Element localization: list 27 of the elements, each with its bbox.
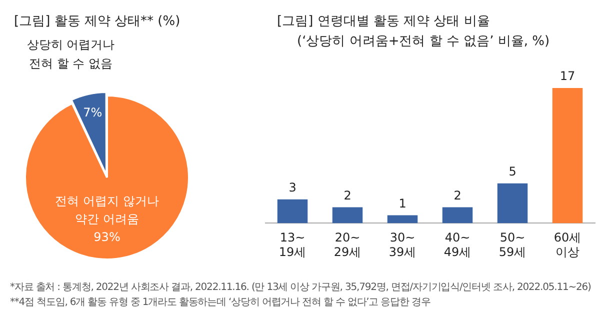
chart-title: [그림] 활동 제약 상태** (%) [14, 13, 180, 30]
x-tick-label: 60세 이상 [554, 230, 582, 259]
data-label: 5 [508, 164, 516, 179]
bar [442, 207, 473, 224]
slice-label: 전혀 어렵지 않거나 약간 어려움 [55, 194, 159, 226]
data-label: 3 [288, 180, 296, 194]
data-label: 2 [344, 188, 352, 202]
x-tick-label: 50~ 59세 [498, 230, 526, 259]
data-label: 17 [560, 69, 576, 84]
bar [332, 207, 363, 224]
data-label: 1 [398, 196, 406, 210]
slice-label: 상당히 어렵거나 전혀 할 수 없음 [26, 38, 115, 71]
data-label: 7% [83, 106, 102, 120]
data-label: 2 [454, 188, 462, 202]
x-tick-label: 40~ 49세 [444, 230, 472, 259]
bar [277, 199, 308, 224]
chart-title: [그림] 연령대별 활동 제약 상태 비율 [277, 13, 490, 30]
bar [497, 183, 528, 224]
x-tick-label: 30~ 39세 [388, 230, 416, 259]
text: *자료 출처 : 통계청, 2022년 사회조사 결과, 2022.11.16. (만 13세 이상 가구원, 35,792명, 면접/자기기입식/인터넷 조사, 2022.05.11~26) [10, 281, 591, 294]
x-tick-label: 20~ 29세 [334, 230, 362, 259]
bar [387, 215, 418, 224]
text: **4점 척도임, 6개 활동 유형 중 1개라도 활동하는데 ‘상당히 어렵거나 전혀 할 수 없다’고 응답한 경우 [10, 296, 430, 309]
x-tick-label: 13~ 19세 [278, 230, 306, 259]
bar [552, 88, 583, 224]
data-label: 93% [94, 230, 120, 244]
chart-subtitle: (‘상당히 어려움+전혀 할 수 없음’ 비율, %) [297, 33, 550, 50]
